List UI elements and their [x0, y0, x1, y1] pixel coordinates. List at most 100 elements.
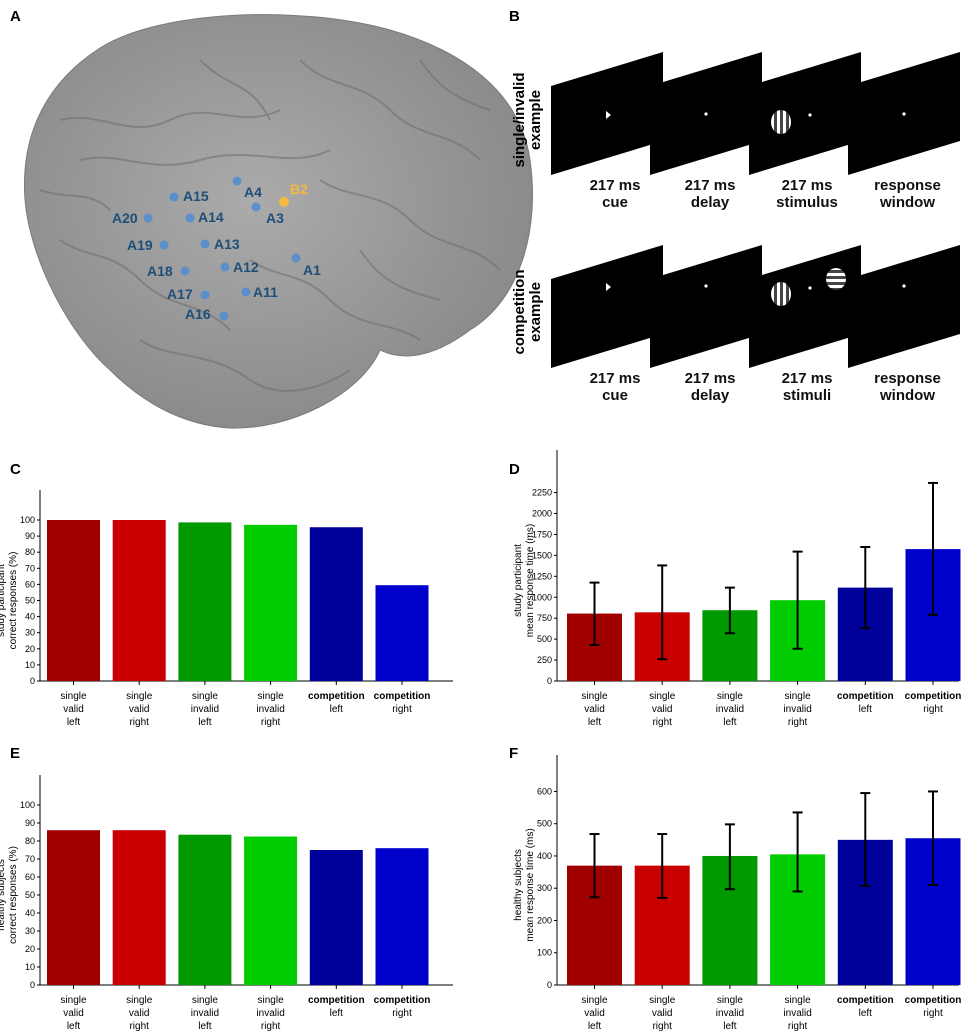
y-tick-label-2: 200 — [537, 915, 552, 925]
chart-d: 0 250 500 750 1000 1250 1500 1750 2000 2250 study … — [513, 450, 961, 728]
y-axis-label-line2: correct responses (%) — [8, 552, 19, 650]
y-axis-label-line1: study participant — [0, 564, 7, 637]
electrode-markers — [143, 176, 301, 321]
x-tick-label-4-1: left — [330, 704, 344, 715]
x-tick-label-1-1: valid — [652, 1008, 673, 1019]
x-tick-label-3-0: single — [258, 995, 285, 1006]
x-tick-label-4-1: left — [859, 1008, 873, 1019]
panel-letter-c: C — [10, 461, 21, 478]
x-tick-label-1-2: right — [652, 717, 672, 728]
caption-r1-delay-l2: delay — [690, 194, 730, 211]
x-tick-label-4-1: left — [859, 704, 873, 715]
panel-letter-b: B — [509, 8, 520, 25]
x-tick-label-0-1: valid — [63, 704, 84, 715]
electrode-label-a15: A15 — [183, 188, 209, 204]
screen-row1-response — [848, 52, 960, 175]
caption-r2-cue-l1: 217 ms — [589, 370, 641, 387]
y-axis-label-line1: healthy subjects — [513, 849, 524, 921]
x-tick-label-1-2: right — [129, 1021, 149, 1032]
caption-r2-response: response window — [860, 370, 955, 404]
y-tick-label-3: 750 — [537, 613, 552, 623]
y-tick-label-1: 10 — [25, 660, 35, 670]
electrode-label-a19: A19 — [127, 237, 153, 253]
x-tick-label-0-0: single — [60, 995, 87, 1006]
caption-r1-stimulus: 217 ms stimulus — [762, 177, 852, 211]
y-tick-label-3: 300 — [537, 883, 552, 893]
y-tick-label-5: 500 — [537, 819, 552, 829]
x-tick-label-1-0: single — [649, 691, 676, 702]
y-tick-label-7: 1750 — [532, 529, 552, 539]
x-tick-label-4-0: competition — [308, 691, 365, 702]
x-tick-label-0-2: left — [67, 717, 81, 728]
x-tick-label-0-2: left — [588, 717, 602, 728]
brain-render — [23, 14, 533, 429]
y-axis-label-line2: correct responses (%) — [8, 846, 19, 944]
y-tick-label-8: 80 — [25, 836, 35, 846]
bar-competition-right — [375, 585, 429, 681]
x-tick-label-0-1: valid — [63, 1008, 84, 1019]
x-tick-label-0-2: left — [67, 1021, 81, 1032]
caption-r1-response-l2: window — [880, 194, 935, 211]
y-tick-label-8: 80 — [25, 547, 35, 557]
y-tick-label-0: 0 — [547, 980, 552, 990]
y-tick-label-9: 2250 — [532, 488, 552, 498]
x-tick-label-3-1: invalid — [783, 704, 811, 715]
panel-letter-a: A — [10, 8, 21, 25]
y-tick-label-2: 500 — [537, 634, 552, 644]
x-tick-label-3-1: invalid — [256, 1008, 284, 1019]
y-axis-label-line2: mean response time (ms) — [525, 524, 536, 637]
x-tick-label-5-0: competition — [905, 995, 962, 1006]
y-tick-label-5: 50 — [25, 890, 35, 900]
electrode-label-a4: A4 — [244, 184, 262, 200]
caption-r1-stimulus-l1: 217 ms — [781, 177, 833, 194]
y-tick-label-6: 1500 — [532, 550, 552, 560]
x-tick-label-3-0: single — [785, 995, 812, 1006]
panel-letter-f: F — [509, 745, 519, 762]
screen-row1-delay — [650, 52, 762, 175]
screen-row2-response — [848, 245, 960, 368]
bar-single-valid-right — [112, 520, 166, 681]
x-tick-label-1-1: valid — [129, 1008, 150, 1019]
y-tick-label-2: 20 — [25, 644, 35, 654]
caption-r1-response: response window — [860, 177, 955, 211]
x-tick-label-2-2: left — [723, 717, 737, 728]
x-tick-label-2-1: invalid — [716, 704, 744, 715]
x-tick-label-0-1: valid — [584, 1008, 605, 1019]
x-tick-label-2-2: left — [723, 1021, 737, 1032]
y-tick-label-1: 10 — [25, 962, 35, 972]
x-tick-label-1-1: valid — [129, 704, 150, 715]
x-tick-label-5-1: right — [392, 704, 412, 715]
y-tick-label-4: 40 — [25, 908, 35, 918]
x-tick-label-5-0: competition — [374, 995, 431, 1006]
electrode-label-a20: A20 — [112, 210, 138, 226]
y-tick-label-6: 60 — [25, 872, 35, 882]
caption-r2-stimuli-l1: 217 ms — [781, 370, 833, 387]
electrode-label-a16: A16 — [185, 306, 211, 322]
y-tick-label-3: 30 — [25, 926, 35, 936]
x-tick-label-3-1: invalid — [256, 704, 284, 715]
electrode-label-a11: A11 — [253, 284, 278, 300]
bar-single-valid-left — [47, 520, 100, 681]
chart-f: 0 100 200 300 400 500 600 healthy subjects mean … — [513, 755, 961, 1032]
x-tick-label-2-0: single — [192, 691, 219, 702]
y-tick-label-7: 70 — [25, 854, 35, 864]
x-tick-label-4-0: competition — [837, 995, 894, 1006]
caption-r2-stimuli: 217 ms stimuli — [762, 370, 852, 404]
y-axis-label-line1: study participant — [513, 544, 524, 617]
y-tick-label-5: 1250 — [532, 571, 552, 581]
screen-row1-stimulus — [749, 52, 861, 175]
row-label-single-line1: single/invalid — [511, 72, 528, 168]
x-tick-label-4-1: left — [330, 1008, 344, 1019]
x-tick-label-1-2: right — [652, 1021, 672, 1032]
x-tick-label-2-1: invalid — [191, 704, 219, 715]
caption-r2-response-l2: window — [880, 387, 935, 404]
x-tick-label-2-0: single — [192, 995, 219, 1006]
x-tick-label-2-0: single — [717, 691, 744, 702]
bar-single-valid-left — [47, 830, 100, 985]
y-tick-label-1: 100 — [537, 948, 552, 958]
x-tick-label-5-0: competition — [374, 691, 431, 702]
x-tick-label-1-0: single — [126, 995, 153, 1006]
y-tick-label-3: 30 — [25, 628, 35, 638]
